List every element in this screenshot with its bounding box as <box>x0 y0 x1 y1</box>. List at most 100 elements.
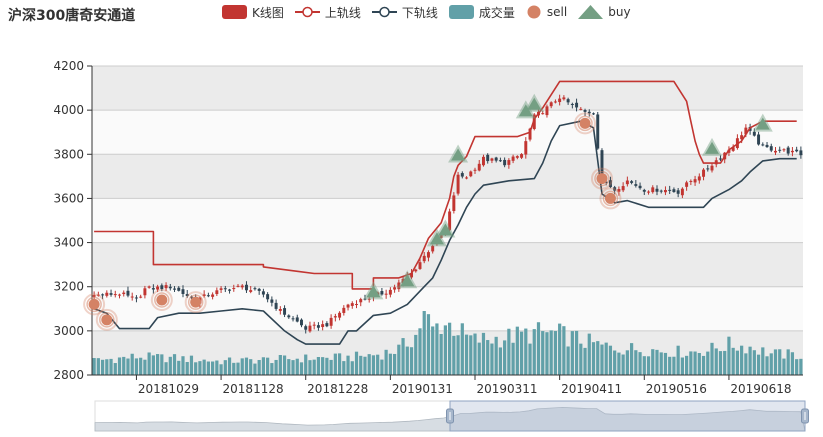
candle-body <box>481 156 485 166</box>
volume-bar <box>172 354 177 375</box>
volume-bar <box>354 351 359 375</box>
candle-body <box>431 245 435 252</box>
candlestick <box>308 321 312 333</box>
candle-body <box>634 184 638 186</box>
legend-item-volume[interactable]: 成交量 <box>448 4 515 21</box>
candlestick <box>469 170 473 178</box>
sell-ripple <box>95 308 118 331</box>
candlestick <box>325 321 329 328</box>
candle-body <box>799 150 803 156</box>
legend-item-lower[interactable]: 下轨线 <box>371 4 438 21</box>
candlestick <box>253 286 257 291</box>
volume-bar <box>409 347 414 375</box>
buy-triangle <box>755 117 770 130</box>
candle-body <box>765 144 769 148</box>
candle-body <box>668 189 672 191</box>
volume-bar <box>232 362 236 375</box>
volume-bar <box>177 360 181 375</box>
volume-bar <box>655 349 659 375</box>
volume-bar <box>778 349 782 375</box>
candle-body <box>253 288 257 290</box>
volume-bar <box>740 345 744 375</box>
candle-body <box>693 179 697 183</box>
volume-bar <box>439 334 443 375</box>
candle-body <box>752 131 756 136</box>
candlestick <box>608 176 612 189</box>
volume-bar <box>570 331 574 375</box>
buy-triangle <box>705 141 720 154</box>
volume-bar <box>536 322 541 375</box>
candle-body <box>549 102 553 107</box>
candle-body <box>257 288 261 291</box>
candlestick <box>617 186 621 196</box>
sell-ripple <box>154 292 170 308</box>
candlestick <box>393 284 397 293</box>
candlestick <box>223 285 227 293</box>
candlestick <box>452 192 456 214</box>
y-tick-label: 2800 <box>53 368 84 382</box>
legend-item-kline[interactable]: K线图 <box>222 4 284 21</box>
volume-bar <box>528 343 532 375</box>
candlestick <box>570 102 574 109</box>
volume-bar <box>448 322 452 375</box>
candle-body <box>92 295 96 297</box>
volume-bar <box>519 331 524 375</box>
candle-body <box>147 286 151 288</box>
volume-bar <box>651 349 655 375</box>
candle-body <box>795 149 799 152</box>
candlestick <box>642 188 646 195</box>
x-tick-label: 20190411 <box>561 382 622 396</box>
legend-item-sell[interactable]: sell <box>526 5 567 19</box>
candle-body <box>507 160 511 165</box>
volume-bar <box>405 346 409 375</box>
volume-bar <box>727 336 731 375</box>
candlestick <box>710 163 714 173</box>
legend-item-buy[interactable]: buy <box>578 5 631 19</box>
buy-triangle <box>527 97 542 110</box>
candlestick <box>363 294 367 301</box>
candle-body <box>778 149 782 151</box>
sell-marker <box>95 308 118 331</box>
candlestick <box>731 144 735 152</box>
candlestick <box>202 290 206 298</box>
sell-marker <box>83 293 106 316</box>
candlestick <box>621 182 625 193</box>
legend-item-upper[interactable]: 上轨线 <box>294 4 361 21</box>
datazoom-handle[interactable] <box>446 408 454 424</box>
candlestick <box>532 113 536 131</box>
donchian-channels <box>93 80 797 345</box>
candle-body <box>545 106 549 116</box>
datazoom-slider[interactable] <box>94 400 809 432</box>
datazoom-window[interactable] <box>449 400 806 432</box>
volume-bar <box>621 354 625 375</box>
candle-body <box>769 146 773 151</box>
buy-triangle <box>429 232 444 245</box>
candle-body <box>520 154 524 158</box>
volume-bar <box>638 352 642 375</box>
volume-bar <box>100 359 105 375</box>
y-tick-label: 4000 <box>53 103 84 117</box>
y-tick-label: 3400 <box>53 236 84 250</box>
volume-bar <box>376 354 380 375</box>
candle-body <box>270 299 274 303</box>
candlestick <box>177 286 181 292</box>
volume-bar <box>507 328 511 375</box>
volume-bar <box>122 356 126 375</box>
candle-body <box>130 296 134 298</box>
grid-band <box>92 286 803 331</box>
volume-bar <box>498 347 503 375</box>
volume-bar <box>490 343 494 375</box>
candle-body <box>651 187 655 193</box>
candlestick <box>503 157 507 168</box>
candlestick <box>219 286 223 294</box>
candlestick <box>431 244 435 254</box>
x-tick-label: 20181228 <box>307 382 368 396</box>
volume-legend-icon <box>448 5 474 19</box>
volume-bar <box>672 356 676 375</box>
candle-body <box>617 189 621 192</box>
volume-bar <box>676 345 680 375</box>
volume-bar <box>139 357 143 375</box>
datazoom-handle[interactable] <box>801 408 809 424</box>
buy-triangle <box>438 223 453 236</box>
candle-body <box>363 298 367 300</box>
